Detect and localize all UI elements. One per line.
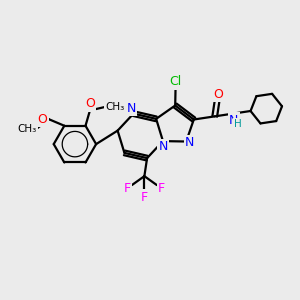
Text: F: F: [158, 182, 165, 195]
Text: O: O: [85, 98, 95, 110]
Text: F: F: [124, 182, 131, 195]
Text: F: F: [141, 191, 148, 204]
Text: O: O: [38, 113, 47, 126]
Text: H: H: [234, 119, 242, 129]
Text: N: N: [229, 113, 238, 127]
Text: N: N: [185, 136, 194, 149]
Text: O: O: [213, 88, 223, 101]
Text: N: N: [158, 140, 168, 154]
Text: CH₃: CH₃: [17, 124, 37, 134]
Text: N: N: [126, 102, 136, 115]
Text: CH₃: CH₃: [105, 102, 124, 112]
Text: Cl: Cl: [169, 76, 182, 88]
